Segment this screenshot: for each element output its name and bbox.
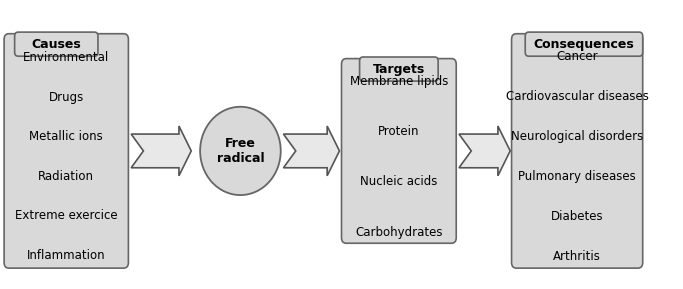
FancyBboxPatch shape bbox=[360, 57, 438, 81]
Polygon shape bbox=[131, 126, 191, 176]
Text: Membrane lipids: Membrane lipids bbox=[350, 75, 448, 88]
Text: Free
radical: Free radical bbox=[217, 137, 264, 165]
Text: Causes: Causes bbox=[31, 38, 81, 51]
FancyBboxPatch shape bbox=[512, 34, 643, 268]
Text: Radiation: Radiation bbox=[38, 170, 94, 183]
FancyBboxPatch shape bbox=[342, 59, 456, 243]
Text: Cancer: Cancer bbox=[557, 50, 598, 63]
FancyBboxPatch shape bbox=[525, 32, 643, 56]
FancyBboxPatch shape bbox=[4, 34, 128, 268]
Ellipse shape bbox=[200, 107, 281, 195]
Text: Neurological disorders: Neurological disorders bbox=[511, 130, 643, 143]
Polygon shape bbox=[283, 126, 339, 176]
Text: Metallic ions: Metallic ions bbox=[29, 130, 103, 143]
Text: Protein: Protein bbox=[378, 125, 419, 138]
Text: Carbohydrates: Carbohydrates bbox=[355, 225, 443, 238]
Text: Consequences: Consequences bbox=[533, 38, 635, 51]
Text: Environmental: Environmental bbox=[23, 51, 109, 64]
Text: Drugs: Drugs bbox=[48, 91, 84, 104]
FancyBboxPatch shape bbox=[14, 32, 98, 56]
Text: Diabetes: Diabetes bbox=[550, 210, 604, 223]
Text: Inflammation: Inflammation bbox=[27, 249, 106, 262]
Text: Nucleic acids: Nucleic acids bbox=[360, 175, 438, 188]
Text: Extreme exercice: Extreme exercice bbox=[15, 209, 117, 222]
Text: Pulmonary diseases: Pulmonary diseases bbox=[518, 170, 636, 183]
Text: Arthritis: Arthritis bbox=[553, 250, 601, 263]
Text: Targets: Targets bbox=[373, 62, 425, 75]
Polygon shape bbox=[459, 126, 510, 176]
Text: Cardiovascular diseases: Cardiovascular diseases bbox=[505, 90, 649, 103]
